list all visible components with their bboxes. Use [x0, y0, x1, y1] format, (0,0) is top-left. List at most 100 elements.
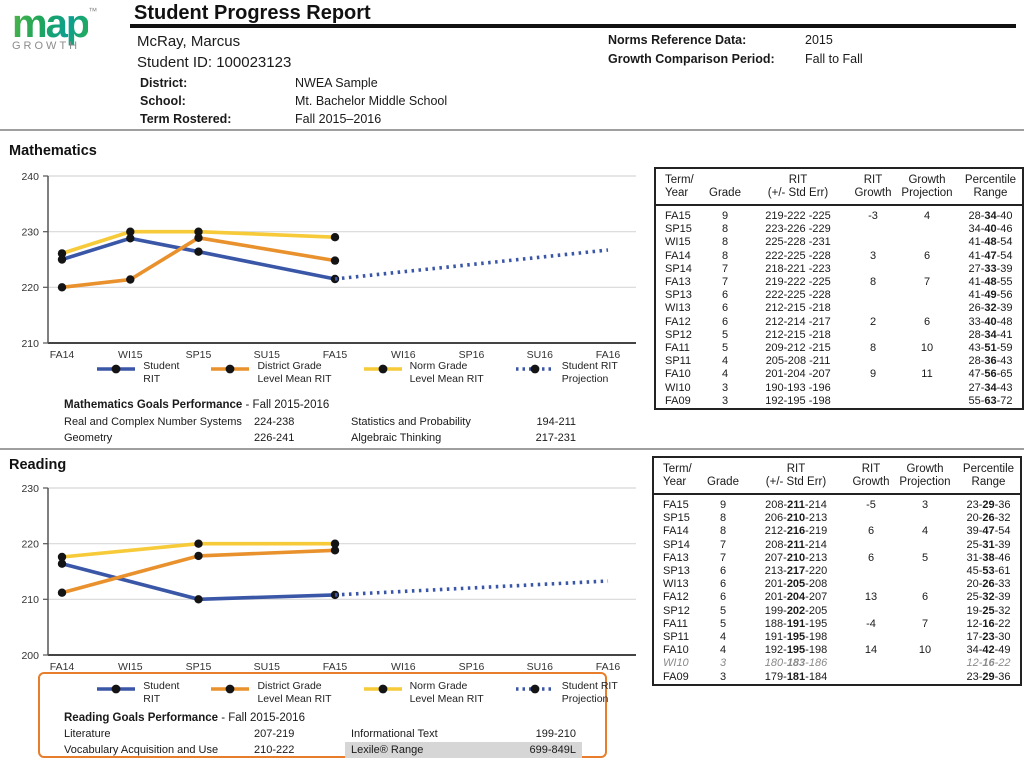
rit-row: FA14 8 212-216-219 6 4 39-47-54: [663, 525, 1011, 538]
svg-text:SU16: SU16: [527, 349, 553, 361]
col-header: Term/Year: [655, 168, 705, 206]
rit-row: FA09 3 192-195 -198 55-63-72: [665, 394, 1013, 407]
legend-label: Norm Grade Level Mean RIT: [409, 360, 484, 385]
col-header: Growth Projection: [895, 168, 959, 206]
series-line: [61, 235, 336, 290]
goal-row: Statistics and Probability 194-211: [351, 415, 576, 428]
goal-row: Geometry 226-241: [64, 431, 295, 444]
data-point: [194, 247, 203, 256]
goal-row: Informational Text 199-210: [351, 727, 576, 740]
col-header: Growth Projection: [893, 457, 957, 495]
legend-item: District Grade Level Mean RIT: [209, 680, 332, 705]
series-line: [61, 236, 336, 281]
student-info-block: District: NWEA Sample School: Mt. Bachel…: [140, 74, 447, 128]
rit-row: FA10 4 201-204 -207 9 11 47-56-65: [665, 368, 1013, 381]
goal-row: Vocabulary Acquisition and Use 210-222: [64, 743, 295, 756]
data-point: [126, 227, 135, 236]
mathematics-goals: Mathematics Goals Performance - Fall 201…: [64, 399, 582, 446]
legend-marker-icon: [515, 684, 554, 694]
col-header: RIT Growth: [849, 457, 893, 495]
rit-row: WI10 3 190-193 -196 27-34-43: [665, 381, 1013, 394]
reading-score-table: Term/Year Grade RIT (+/- Std Err) RIT Growth G…: [652, 456, 1022, 686]
legend-label: Student RIT: [143, 360, 180, 385]
svg-text:FA14: FA14: [50, 661, 75, 673]
mathematics-score-table: Term/Year Grade RIT (+/- Std Err) RIT Growth G…: [654, 167, 1024, 411]
col-header: Percentile Range: [959, 168, 1023, 206]
rit-row: FA13 7 207-210-213 6 5 31-38-46: [663, 551, 1011, 564]
legend-marker-icon: [211, 684, 250, 694]
data-point: [194, 539, 203, 548]
col-header: RIT (+/- Std Err): [745, 168, 851, 206]
reading-goals-left: Literature 207-219 Vocabulary Acquisitio…: [64, 726, 345, 758]
rit-row: SP15 8 223-226 -229 34-40-46: [665, 223, 1013, 236]
title-underline: [130, 24, 1016, 28]
data-point: [194, 233, 203, 242]
goal-row: Real and Complex Number Systems 224-238: [64, 415, 295, 428]
svg-text:230: 230: [21, 483, 39, 495]
legend-marker-icon: [97, 364, 136, 374]
rit-row: FA12 6 212-214 -217 2 6 33-40-48: [665, 315, 1013, 328]
svg-text:220: 220: [21, 539, 39, 551]
data-point: [57, 255, 67, 264]
svg-text:SU16: SU16: [527, 661, 553, 673]
rit-row: SP13 6 222-225 -228 41-49-56: [665, 289, 1013, 302]
svg-text:240: 240: [21, 171, 39, 183]
section-divider: [0, 448, 1024, 450]
rit-row: FA11 5 209-212 -215 8 10 43-51-59: [665, 342, 1013, 355]
rit-row: SP13 6 213-217-220 45-53-61: [663, 565, 1011, 578]
reading-goals: Reading Goals Performance - Fall 2015-20…: [64, 712, 582, 758]
data-point: [126, 275, 135, 284]
goal-row: Algebraic Thinking 217-231: [351, 431, 576, 444]
mathematics-goals-right: Statistics and Probability 194-211 Algeb…: [345, 414, 582, 446]
data-point: [330, 546, 340, 555]
rit-row: SP12 5 212-215 -218 28-34-41: [665, 328, 1013, 341]
norms-reference-value: 2015: [805, 33, 833, 47]
rit-row: FA15 9 208-211-214 -5 3 23-29-36: [663, 499, 1011, 511]
data-point: [330, 539, 340, 548]
legend-label: District Grade Level Mean RIT: [257, 360, 332, 385]
col-header: Term/Year: [653, 457, 703, 495]
rit-row: WI15 8 225-228 -231 41-48-54: [665, 236, 1013, 249]
student-name: McRay, Marcus: [137, 33, 241, 50]
norms-reference-label: Norms Reference Data:: [608, 33, 747, 47]
svg-text:210: 210: [21, 594, 39, 606]
series-line: [334, 579, 609, 597]
col-header: RIT Growth: [851, 168, 895, 206]
mathematics-rit-chart: 210 220 230 240 FA14 WI15 SP15 SU15 FA15 WI16 SP16…: [21, 171, 636, 361]
mathematics-chart-legend: Student RIT District Grade Level Mean RIT No…: [84, 360, 629, 385]
legend-label: District Grade Level Mean RIT: [257, 680, 332, 705]
rit-row: FA15 9 219-222 -225 -3 4 28-34-40: [665, 210, 1013, 222]
legend-marker-icon: [363, 684, 402, 694]
growth-period-value: Fall to Fall: [805, 52, 863, 66]
svg-text:230: 230: [21, 227, 39, 239]
info-row-school: School: Mt. Bachelor Middle School: [140, 92, 447, 110]
info-row-term: Term Rostered: Fall 2015–2016: [140, 110, 447, 128]
data-point: [57, 283, 67, 292]
rit-row: WI10 3 180-183-186 12-16-22: [663, 657, 1011, 670]
col-header: Percentile Range: [957, 457, 1021, 495]
svg-text:FA15: FA15: [323, 349, 348, 361]
legend-label: Student RIT: [143, 680, 180, 705]
svg-text:SU15: SU15: [254, 661, 280, 673]
legend-label: Norm Grade Level Mean RIT: [409, 680, 484, 705]
svg-text:SP16: SP16: [459, 661, 485, 673]
data-point: [57, 249, 67, 258]
rit-row: FA09 3 179-181-184 23-29-36: [663, 670, 1011, 683]
goal-row: Literature 207-219: [64, 727, 295, 740]
rit-row: SP12 5 199-202-205 19-25-32: [663, 604, 1011, 617]
col-header: RIT (+/- Std Err): [743, 457, 849, 495]
norms-reference-row: Norms Reference Data: 2015: [608, 31, 863, 50]
term-rostered-label: Term Rostered:: [140, 112, 232, 126]
svg-text:SP15: SP15: [186, 349, 212, 361]
legend-item: Student RIT: [95, 680, 179, 705]
district-label: District:: [140, 76, 188, 90]
legend-marker-icon: [211, 364, 250, 374]
school-label: School:: [140, 94, 186, 108]
svg-text:210: 210: [21, 338, 39, 350]
legend-item: Student RIT Projection: [514, 680, 618, 705]
svg-text:220: 220: [21, 282, 39, 294]
data-point: [330, 590, 340, 600]
reading-goals-title: Reading Goals Performance - Fall 2015-20…: [64, 712, 305, 724]
svg-text:FA14: FA14: [50, 349, 75, 361]
